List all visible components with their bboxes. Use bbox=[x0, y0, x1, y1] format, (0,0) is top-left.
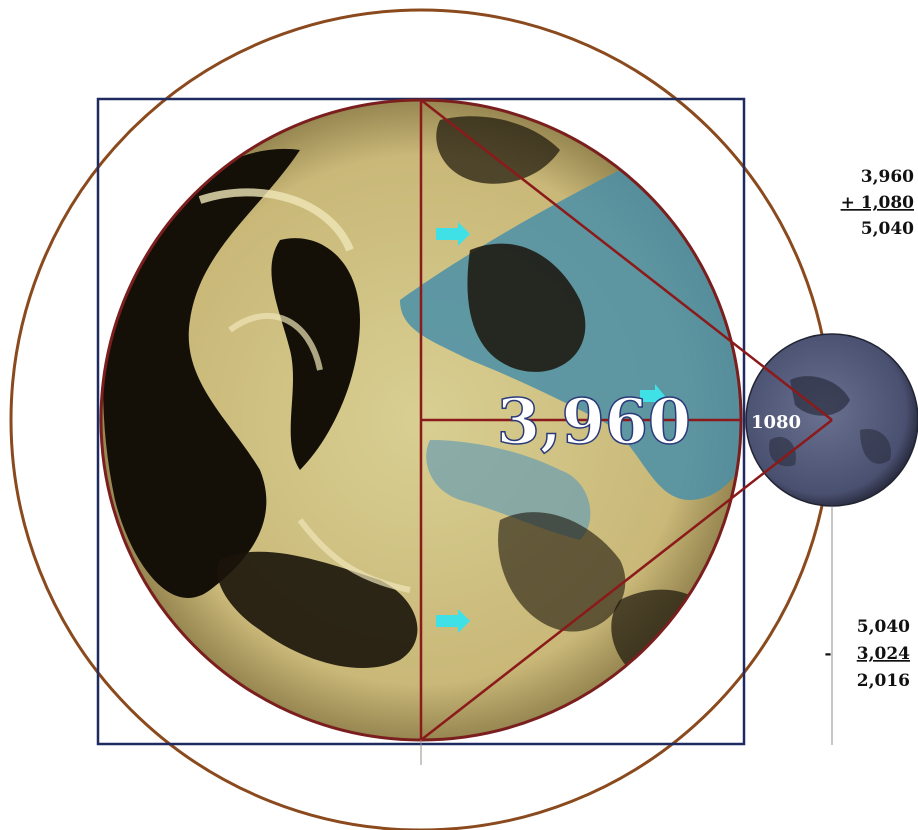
moon-radius-label: 1080 bbox=[751, 412, 801, 433]
addition-addend: + 1,080 bbox=[841, 193, 915, 213]
addition-result: 5,040 bbox=[861, 219, 914, 239]
addition-calculation: 3,960 + 1,080 5,040 bbox=[841, 167, 915, 239]
subtraction-result: 2,016 bbox=[857, 671, 910, 691]
subtraction-calculation: 5,040 - 3,024 2,016 bbox=[824, 617, 910, 691]
addition-top: 3,960 bbox=[861, 167, 914, 187]
subtraction-subtrahend: 3,024 bbox=[857, 644, 910, 664]
earth-radius-label: 3,960 bbox=[497, 385, 691, 458]
subtraction-operator: - bbox=[824, 644, 831, 664]
red-construction-lines bbox=[419, 99, 833, 741]
cyan-arrow-icon bbox=[436, 222, 665, 633]
subtraction-top: 5,040 bbox=[857, 617, 910, 637]
